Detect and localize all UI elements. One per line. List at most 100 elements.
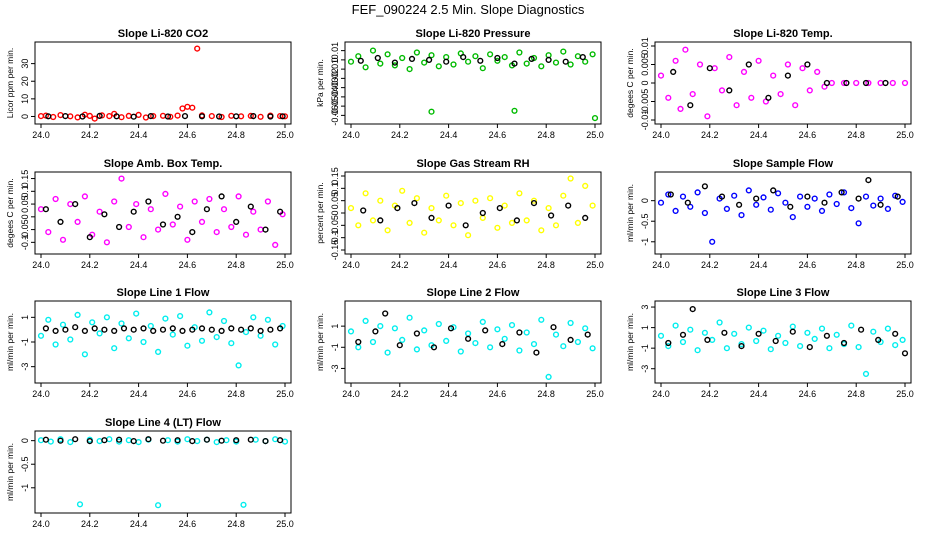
x-tick-label: 24.6 <box>179 260 197 270</box>
measured-point <box>167 113 174 120</box>
y-tick-label: 0 <box>640 198 650 203</box>
measured-point <box>745 324 752 331</box>
y-tick-label: 0.05 <box>330 192 340 210</box>
measured-point <box>777 90 784 98</box>
measured-point <box>125 223 132 231</box>
reference-point <box>360 207 367 214</box>
reference-point <box>753 195 760 202</box>
measured-point <box>862 193 870 200</box>
measured-point <box>159 112 167 119</box>
reference-point <box>189 438 196 445</box>
measured-point <box>250 208 257 215</box>
x-tick-label: 25.0 <box>586 260 604 270</box>
panels-grid: Slope Li-820 CO2 24.0 24.2 24.4 24.6 24.8 25.0… <box>5 28 914 529</box>
y-axis-label: Licor ppm per min. <box>5 48 15 118</box>
y-tick-label: -0.05 <box>20 219 30 240</box>
measured-point <box>796 193 804 200</box>
x-tick-label: 25.0 <box>586 389 604 399</box>
x-tick-label: 24.4 <box>130 260 148 270</box>
measured-point <box>281 113 289 120</box>
x-tick-label: 25.0 <box>276 130 294 140</box>
measured-point <box>723 205 731 213</box>
measured-point <box>257 226 264 233</box>
measured-point <box>81 351 89 358</box>
measured-point <box>184 436 191 443</box>
reference-point <box>582 214 589 222</box>
x-tick-label: 24.4 <box>750 130 768 140</box>
measured-point <box>784 61 792 68</box>
x-tick-label: 24.0 <box>32 389 50 399</box>
measured-point <box>508 219 516 227</box>
x-tick-label: 24.8 <box>847 130 865 140</box>
plot-frame <box>344 41 602 125</box>
y-tick-label: -3 <box>640 365 650 373</box>
reference-point <box>479 209 486 217</box>
measured-point <box>508 322 516 329</box>
measured-point <box>67 439 74 446</box>
reference-point <box>42 206 50 213</box>
reference-point <box>770 187 777 194</box>
reference-point <box>267 326 274 333</box>
reference-point <box>462 222 469 229</box>
y-tick-label: -0.15 <box>330 240 340 261</box>
measured-point <box>501 335 508 342</box>
measured-point <box>560 48 567 55</box>
x-tick-label: 24.0 <box>652 130 670 140</box>
reference-point <box>665 339 672 347</box>
x-tick-label: 24.0 <box>342 130 360 140</box>
measured-point <box>377 323 384 330</box>
measured-point <box>443 192 450 199</box>
measured-point <box>106 436 113 443</box>
measured-point <box>696 61 704 68</box>
measured-point <box>711 65 718 72</box>
plot-frame <box>654 171 912 255</box>
reference-point <box>428 214 435 222</box>
x-tick-label: 24.4 <box>750 260 768 270</box>
measured-point <box>479 318 486 326</box>
y-tick-label: 0 <box>20 438 30 443</box>
reference-point <box>447 325 455 332</box>
reference-point <box>81 327 89 335</box>
y-axis-label: ml/min per min. <box>315 313 325 371</box>
reference-point <box>203 436 211 443</box>
measured-point <box>516 190 523 197</box>
measured-point <box>155 348 162 356</box>
measured-point <box>804 203 811 210</box>
measured-point <box>789 323 796 330</box>
measured-point <box>169 221 176 228</box>
x-tick-label: 25.0 <box>276 260 294 270</box>
measured-point <box>774 332 782 339</box>
reference-point <box>115 436 123 443</box>
measured-point <box>560 343 567 350</box>
reference-point <box>706 65 713 72</box>
plot-frame <box>34 41 292 125</box>
reference-point <box>198 113 206 120</box>
plot-frame <box>654 300 912 384</box>
x-tick-label: 24.6 <box>179 130 197 140</box>
reference-point <box>787 203 794 210</box>
y-axis-label: degees C per min. <box>625 48 635 117</box>
data-points <box>37 436 289 509</box>
reference-point <box>101 326 108 333</box>
measured-point <box>479 65 486 72</box>
reference-point <box>147 112 154 120</box>
measured-point <box>252 436 259 443</box>
measured-point <box>235 362 242 369</box>
reference-point <box>42 436 50 443</box>
measured-point <box>726 53 733 61</box>
measured-point <box>582 58 589 65</box>
reference-point <box>499 341 506 348</box>
reference-point <box>86 234 93 241</box>
measured-point <box>406 314 413 321</box>
measured-point <box>848 322 855 329</box>
reference-point <box>823 332 831 339</box>
x-tick-label: 24.4 <box>440 130 458 140</box>
reference-point <box>277 437 284 444</box>
measured-point <box>582 182 589 190</box>
measured-point <box>194 45 201 52</box>
measured-point <box>782 339 789 347</box>
measured-point <box>855 220 862 227</box>
measured-point <box>220 206 228 213</box>
measured-point <box>494 224 501 231</box>
y-tick-label: 0 <box>20 214 30 219</box>
